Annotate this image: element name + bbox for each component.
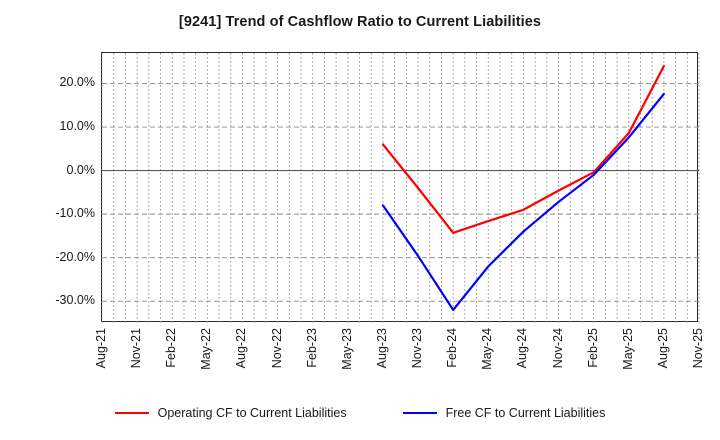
page-title: [9241] Trend of Cashflow Ratio to Curren…: [178, 14, 542, 30]
x-axis-tick-label: May-24: [480, 328, 495, 370]
gridlines: [101, 53, 700, 323]
x-axis-tick-label: Aug-25: [655, 328, 670, 369]
x-axis-tick-label: Nov-21: [129, 328, 144, 369]
x-axis-tick-label: Aug-23: [374, 328, 389, 369]
plot-area: [101, 52, 700, 323]
x-axis-tick-label: Nov-23: [410, 328, 425, 369]
x-axis-tick-label: Aug-22: [234, 328, 249, 369]
y-axis-tick-label: -30.0%: [55, 293, 95, 308]
x-axis-tick-label: Feb-25: [585, 328, 600, 368]
legend-label: Free CF to Current Liabilities: [445, 406, 606, 420]
x-axis-tick-label: Feb-23: [304, 328, 319, 368]
chart-legend: Operating CF to Current Liabilities Free …: [0, 406, 720, 420]
x-axis-tick-label: Feb-24: [445, 328, 460, 368]
legend-item[interactable]: Operating CF to Current Liabilities: [114, 406, 347, 420]
x-axis-tick-label: Aug-24: [515, 328, 530, 369]
y-axis-tick-label: -20.0%: [55, 249, 95, 264]
x-axis-tick-label: Feb-22: [164, 328, 179, 368]
legend-line-icon: [114, 412, 149, 414]
y-axis-tick-label: 10.0%: [59, 119, 95, 134]
x-axis-tick-label: May-23: [339, 328, 354, 370]
x-axis-tick-label: Aug-21: [94, 328, 108, 369]
legend-item[interactable]: Free CF to Current Liabilities: [402, 406, 606, 420]
y-axis-tick-label: 20.0%: [59, 75, 95, 90]
x-axis-tick-label: Nov-22: [269, 328, 284, 369]
y-axis-tick-label: -10.0%: [55, 206, 95, 221]
legend-label: Operating CF to Current Liabilities: [157, 406, 347, 420]
x-axis-tick-label: Nov-24: [550, 328, 565, 369]
x-axis-tick-label: May-22: [199, 328, 214, 370]
legend-line-icon: [402, 412, 437, 414]
x-axis-tick-label: Nov-25: [691, 328, 705, 369]
series-lines: [381, 64, 665, 312]
y-axis-tick-label: 0.0%: [66, 162, 96, 177]
x-axis-tick-label: May-25: [620, 328, 635, 370]
